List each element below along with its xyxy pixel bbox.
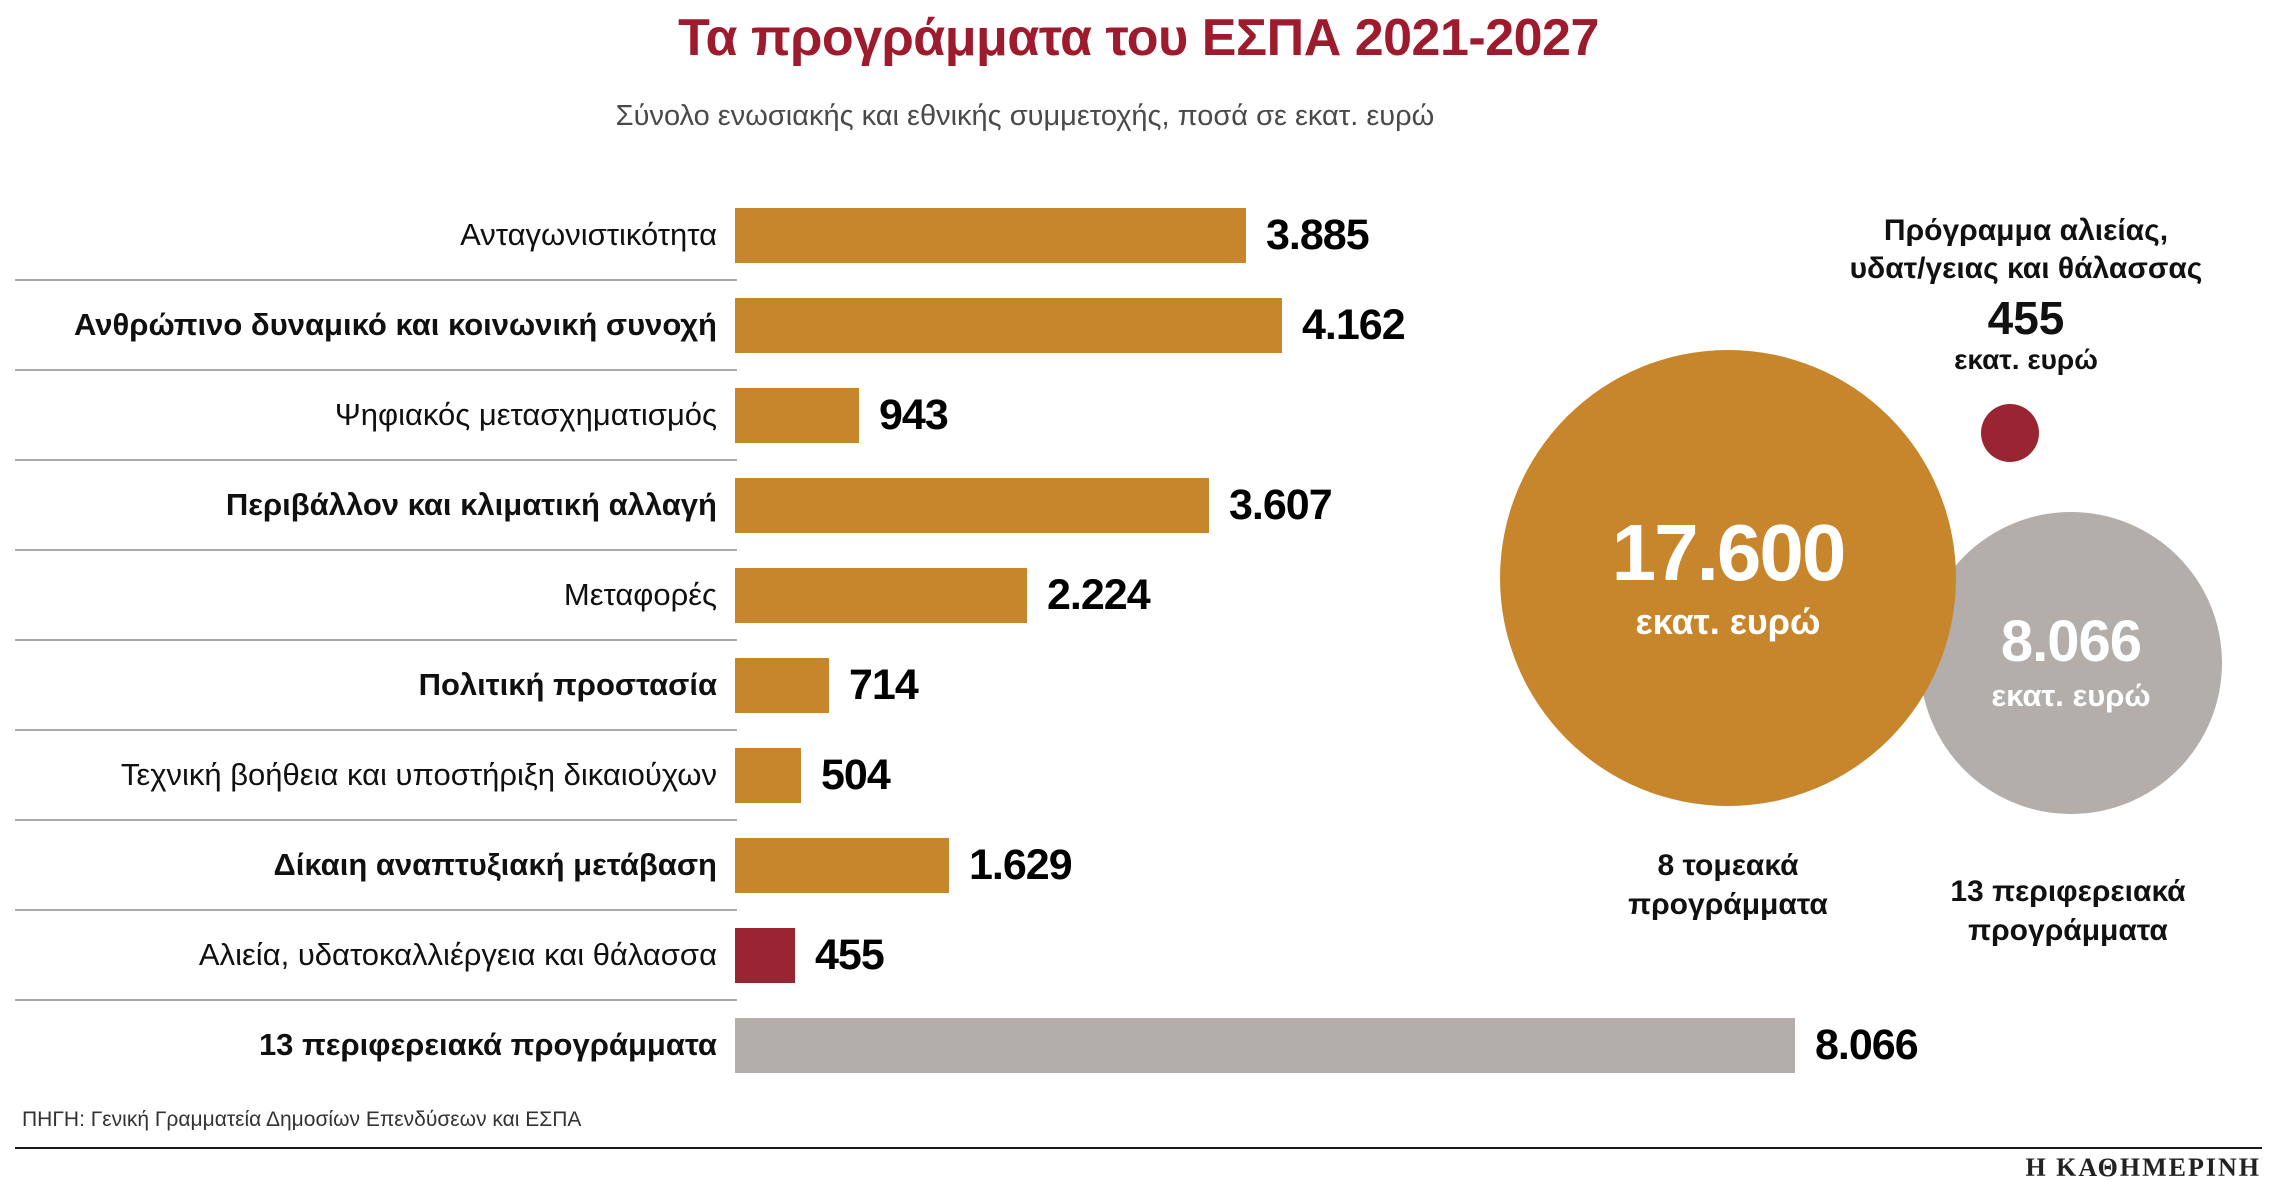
- source-credit: ΠΗΓΗ: Γενική Γραμματεία Δημοσίων Επενδύσ…: [22, 1108, 582, 1131]
- bar: [735, 747, 801, 803]
- fisheries-annotation-unit: εκατ. ευρώ: [1954, 344, 2098, 375]
- row-separator: [15, 729, 737, 731]
- bar: [735, 927, 795, 983]
- bar: [735, 387, 859, 443]
- bar: [735, 297, 1282, 353]
- bar-value: 943: [879, 390, 949, 439]
- bar-row-6: Πολιτική προστασία 714: [15, 640, 2015, 731]
- row-separator: [15, 639, 737, 641]
- bar-row-3: Ψηφιακός μετασχηματισμός 943: [15, 370, 2015, 461]
- bar-value: 714: [849, 660, 919, 709]
- row-separator: [15, 999, 737, 1001]
- bar-row-5: Μεταφορές 2.224: [15, 550, 2015, 641]
- sectoral-bubble-unit: εκατ. ευρώ: [1635, 601, 1821, 642]
- bar-label: Μεταφορές: [563, 576, 717, 612]
- bar-value: 3.885: [1266, 210, 1370, 259]
- fisheries-annotation-value: 455: [1987, 292, 2065, 344]
- row-separator: [15, 549, 737, 551]
- sectoral-bubble: 17.600 εκατ. ευρώ: [1500, 350, 1956, 806]
- bar-row-1: Ανταγωνιστικότητα 3.885: [15, 190, 2015, 281]
- regional-bubble-unit: εκατ. ευρώ: [1991, 677, 2151, 713]
- bar-value: 455: [815, 930, 885, 979]
- regional-caption-line2: προγράμματα: [1968, 914, 2168, 947]
- kathimerini-logo: Η ΚΑΘΗΜΕΡΙΝΗ: [2025, 1153, 2261, 1182]
- fisheries-annotation-line1: Πρόγραμμα αλιείας,: [1883, 214, 2169, 247]
- bar-label: Περιβάλλον και κλιματική αλλαγή: [225, 486, 717, 522]
- row-separator: [15, 369, 737, 371]
- bar: [735, 1017, 1795, 1073]
- bar-label: Ανταγωνιστικότητα: [460, 216, 717, 252]
- bar: [735, 207, 1246, 263]
- bar: [735, 657, 829, 713]
- fisheries-annotation-line2: υδατ/γειας και θάλασσας: [1849, 251, 2203, 285]
- bar-label: Τεχνική βοήθεια και υποστήριξη δικαιούχω…: [120, 756, 717, 792]
- regional-bubble-value: 8.066: [2000, 608, 2142, 674]
- bar-row-10: 13 περιφερειακά προγράμματα 8.066: [15, 1000, 2015, 1090]
- sectoral-bubble-value: 17.600: [1611, 508, 1847, 597]
- bar-row-7: Τεχνική βοήθεια και υποστήριξη δικαιούχω…: [15, 730, 2015, 821]
- bar-value: 3.607: [1229, 480, 1333, 529]
- bar-label: Ψηφιακός μετασχηματισμός: [334, 396, 717, 432]
- sectoral-caption-line1: 8 τομεακά: [1657, 849, 1799, 882]
- bar-chart: Ανταγωνιστικότητα 3.885 Ανθρώπινο δυναμικό…: [15, 190, 2015, 1090]
- row-separator: [15, 459, 737, 461]
- footer-divider: [15, 1147, 2262, 1149]
- bar-row-4: Περιβάλλον και κλιματική αλλαγή 3.607: [15, 460, 2015, 551]
- bar: [735, 477, 1209, 533]
- chart-subtitle: Σύνολο ενωσιακής και εθνικής συμμετοχής,…: [615, 100, 1435, 132]
- bar-row-2: Ανθρώπινο δυναμικό και κοινωνική συνοχή 4…: [15, 280, 2015, 371]
- regional-caption: 13 περιφερειακά προγράμματα: [1868, 872, 2268, 950]
- regional-caption-line1: 13 περιφερειακά: [1950, 875, 2186, 908]
- bar-value: 4.162: [1302, 300, 1406, 349]
- fisheries-annotation: Πρόγραμμα αλιείας, υδατ/γειας και θάλασσ…: [1776, 212, 2276, 376]
- row-separator: [15, 819, 737, 821]
- bar-value: 504: [821, 750, 891, 799]
- bar-label: 13 περιφερειακά προγράμματα: [258, 1026, 717, 1062]
- bar-row-8: Δίκαιη αναπτυξιακή μετάβαση 1.629: [15, 820, 2015, 911]
- fisheries-annotation-label: Πρόγραμμα αλιείας, υδατ/γειας και θάλασσ…: [1776, 212, 2276, 287]
- row-separator: [15, 279, 737, 281]
- row-separator: [15, 909, 737, 911]
- sectoral-caption: 8 τομεακά προγράμματα: [1528, 846, 1928, 924]
- bar-row-9: Αλιεία, υδατοκαλλιέργεια και θάλασσα 455: [15, 910, 2015, 1001]
- fisheries-dot-marker: [1981, 404, 2039, 462]
- sectoral-caption-line2: προγράμματα: [1628, 888, 1828, 921]
- bar-value: 2.224: [1047, 570, 1151, 619]
- bar: [735, 567, 1027, 623]
- bar-label: Αλιεία, υδατοκαλλιέργεια και θάλασσα: [198, 936, 717, 972]
- regional-bubble: 8.066 εκατ. ευρώ: [1920, 512, 2222, 814]
- bar-label: Πολιτική προστασία: [418, 666, 717, 702]
- bar-value: 8.066: [1815, 1020, 1919, 1069]
- bar-value: 1.629: [969, 840, 1073, 889]
- bar-label: Δίκαιη αναπτυξιακή μετάβαση: [273, 846, 717, 882]
- page-title: Τα προγράμματα του ΕΣΠΑ 2021-2027: [678, 9, 1599, 67]
- bar-label: Ανθρώπινο δυναμικό και κοινωνική συνοχή: [74, 306, 717, 342]
- bar: [735, 837, 949, 893]
